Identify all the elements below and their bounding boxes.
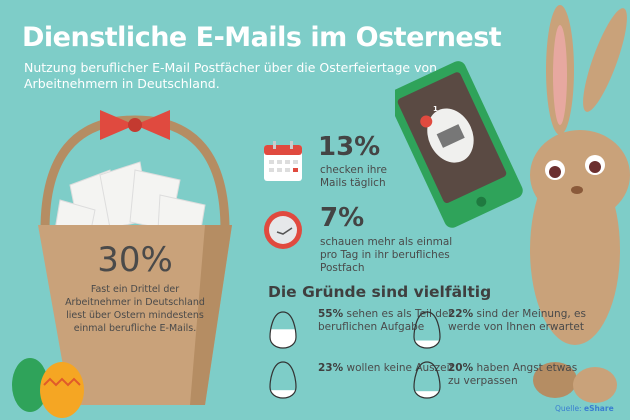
notification-badge — [420, 115, 433, 128]
stat-daily-text: checken ihre Mails täglich — [320, 164, 387, 189]
reason-text: haben Angst etwas zu verpassen — [448, 362, 578, 387]
reason-item: 55% sehen es als Teil der beruflichen Au… — [318, 308, 458, 334]
stat-daily-value: 13% — [318, 132, 381, 162]
reason-text: wollen keine Auszeit — [346, 362, 454, 374]
mail-icon — [436, 124, 465, 148]
envelopes-icon — [54, 161, 206, 236]
reason-item: 20% haben Angst etwas zu verpassen — [448, 362, 588, 388]
stat-multiple-value: 7% — [320, 203, 365, 233]
calendar-icon — [264, 141, 302, 181]
reason-value: 22% — [448, 308, 474, 320]
reason-text: sehen es als Teil der beruflichen Aufgab… — [318, 308, 453, 333]
basket-body — [38, 225, 232, 405]
basket-percentage: 30% — [97, 240, 173, 280]
page-subtitle: Nutzung beruflicher E-Mail Postfächer üb… — [24, 60, 438, 91]
source-label: Quelle: — [555, 404, 582, 413]
stat-multiple-text: schauen mehr als einmal pro Tag in ihr b… — [320, 236, 453, 274]
basket-description: Fast ein Drittel der Arbeitnehmer in Deu… — [65, 284, 205, 334]
egg-fill-icon — [268, 310, 298, 354]
bunny-icon — [530, 5, 630, 403]
egg-fill-icon — [268, 360, 298, 404]
notification-count: 1 — [433, 105, 438, 113]
reason-item: 22% sind der Meinung, es werde von Ihnen… — [448, 308, 588, 334]
clock-icon — [264, 211, 302, 249]
source-brand: eShare — [583, 404, 614, 413]
bunny-phone-illustration — [395, 5, 630, 403]
orange-egg-icon — [40, 362, 84, 418]
reason-item: 23% wollen keine Auszeit — [318, 362, 458, 375]
reason-text: sind der Meinung, es werde von Ihnen erw… — [448, 308, 586, 333]
reasons-title: Die Gründe sind vielfältig — [268, 283, 492, 301]
reason-value: 55% — [318, 308, 344, 320]
reason-value: 23% — [318, 362, 344, 374]
easter-basket-illustration — [12, 110, 232, 418]
source-credit: Quelle: eShare — [555, 404, 614, 413]
green-egg-icon — [12, 358, 48, 412]
egg-fill-icon — [412, 360, 442, 404]
bow-icon — [100, 110, 170, 140]
reason-value: 20% — [448, 362, 474, 374]
page-title: Dienstliche E-Mails im Osternest — [22, 22, 502, 53]
phone-icon — [395, 61, 523, 228]
egg-fill-icon — [412, 310, 442, 354]
